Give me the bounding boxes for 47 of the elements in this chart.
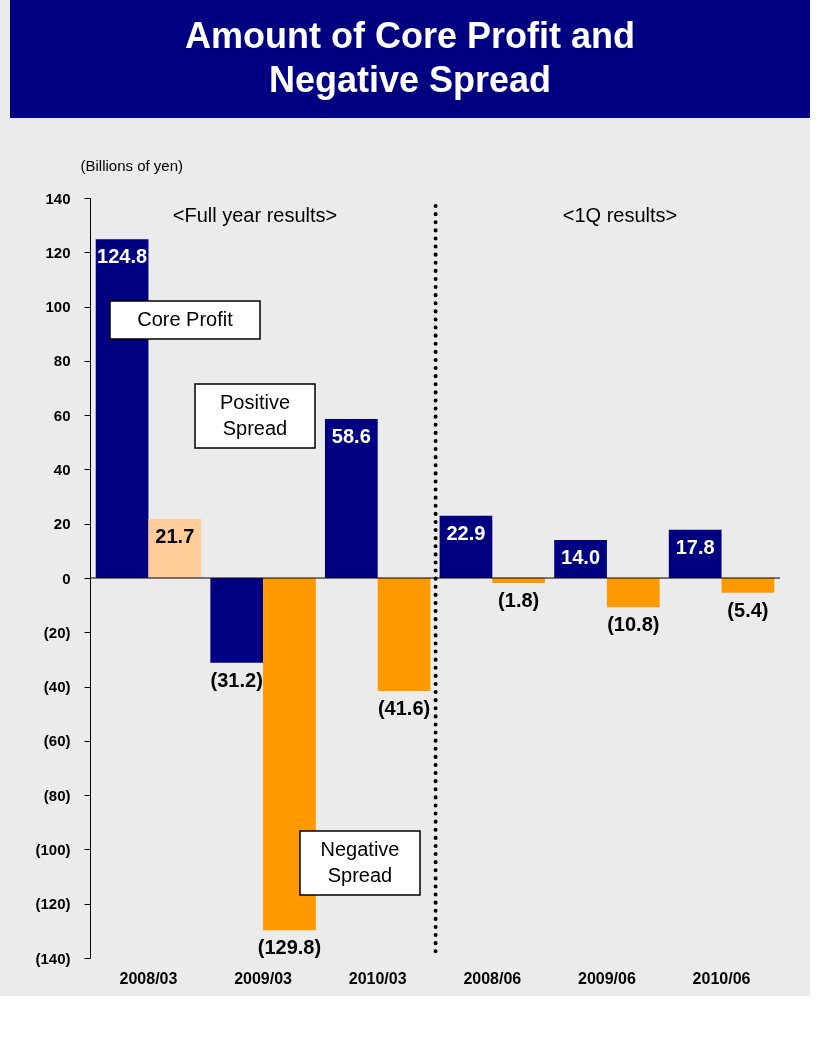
x-tick-label: 2010/06 [692, 969, 751, 987]
annotation: <1Q results> [562, 204, 678, 226]
chart-title: Amount of Core Profit and Negative Spread [185, 15, 635, 100]
annotation: Negative Spread [320, 838, 400, 886]
annotation: Core Profit [137, 308, 234, 330]
y-tick-label: 140 [45, 189, 71, 207]
data-label: (10.8) [607, 613, 660, 636]
data-label: 21.7 [155, 525, 195, 548]
x-tick-label: 2009/06 [578, 969, 636, 987]
y-tick-label: (120) [35, 895, 71, 913]
bar [721, 578, 775, 593]
data-label: 58.6 [331, 424, 371, 447]
annotation: Positive Spread [219, 391, 291, 439]
y-tick-label: 80 [53, 352, 71, 370]
data-label: 124.8 [97, 245, 148, 268]
y-tick-label: (80) [43, 786, 71, 804]
bar [606, 578, 660, 608]
y-tick-label: 120 [45, 243, 71, 261]
data-label: (1.8) [498, 588, 540, 611]
annotation: <Full year results> [172, 204, 338, 226]
x-tick-label: 2008/06 [463, 969, 522, 987]
y-tick-label: (140) [35, 949, 71, 967]
y-tick-label: (40) [43, 678, 71, 696]
y-tick-label: (20) [43, 623, 71, 641]
y-tick-label: 60 [53, 406, 71, 424]
y-tick-label: 20 [53, 515, 71, 533]
bar [263, 578, 316, 931]
bar [324, 418, 378, 578]
y-tick-label: 100 [45, 298, 71, 316]
bar [377, 578, 431, 691]
data-label: (129.8) [257, 936, 322, 959]
bar [210, 578, 264, 663]
data-label: 22.9 [446, 521, 486, 544]
x-tick-label: 2010/03 [348, 969, 407, 987]
data-label: 14.0 [561, 546, 601, 568]
y-axis-title: (Billions of yen) [80, 156, 184, 174]
x-tick-label: 2008/03 [119, 969, 178, 987]
x-tick-label: 2009/03 [234, 969, 293, 987]
y-tick-label: (60) [43, 732, 71, 750]
bar [148, 519, 202, 578]
data-label: 17.8 [675, 535, 715, 558]
data-label: (5.4) [727, 598, 769, 621]
y-tick-label: 0 [62, 569, 71, 587]
y-tick-label: (100) [35, 840, 71, 858]
y-tick-label: 40 [53, 460, 71, 478]
data-label: (31.2) [210, 668, 263, 691]
data-label: (41.6) [377, 696, 431, 719]
